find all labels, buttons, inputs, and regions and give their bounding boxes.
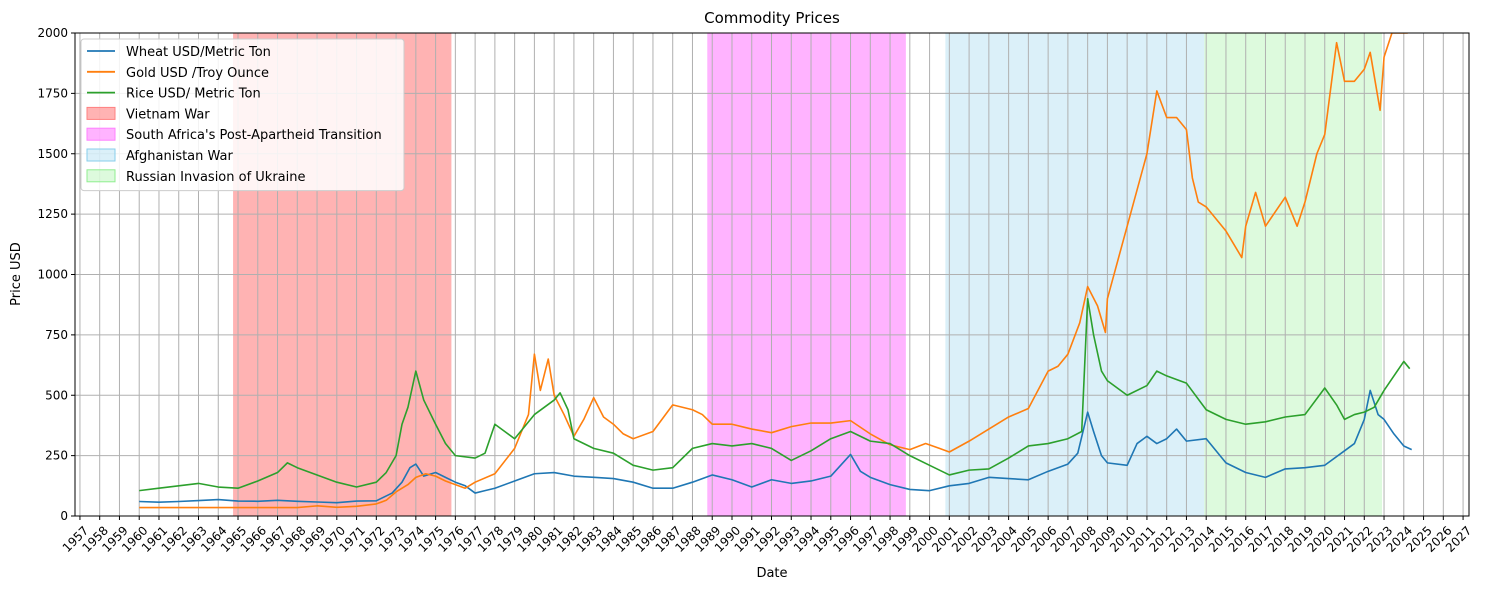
legend-label: Vietnam War bbox=[126, 107, 210, 122]
y-tick-label: 1750 bbox=[37, 86, 68, 100]
legend-box bbox=[80, 38, 405, 192]
y-tick-label: 0 bbox=[60, 509, 68, 523]
legend-label: Wheat USD/Metric Ton bbox=[126, 45, 271, 60]
y-tick-label: 1250 bbox=[37, 207, 68, 221]
y-tick-label: 750 bbox=[45, 328, 68, 342]
chart-title: Commodity Prices bbox=[704, 9, 840, 27]
legend-label: Rice USD/ Metric Ton bbox=[126, 87, 261, 102]
legend-label: South Africa's Post-Apartheid Transition bbox=[126, 128, 382, 143]
ticks-layer: 1957195819591960196119621963196419651966… bbox=[37, 26, 1474, 555]
lines-layer bbox=[139, 33, 1413, 509]
legend: Wheat USD/Metric Ton Gold USD /Troy Ounce… bbox=[80, 38, 405, 192]
y-axis-label: Price USD bbox=[9, 242, 24, 306]
legend-label: Afghanistan War bbox=[126, 149, 234, 164]
series-line-0 bbox=[139, 389, 1413, 504]
y-tick-label: 250 bbox=[45, 449, 68, 463]
series-line-1 bbox=[139, 33, 1408, 509]
series-line-2 bbox=[139, 297, 1411, 492]
y-tick-label: 2000 bbox=[37, 26, 68, 40]
x-axis-label: Date bbox=[756, 566, 787, 581]
y-tick-label: 500 bbox=[45, 388, 68, 402]
legend-label: Gold USD /Troy Ounce bbox=[126, 66, 269, 81]
legend-swatch-patch bbox=[86, 169, 116, 183]
legend-swatch-patch bbox=[86, 148, 116, 162]
y-tick-label: 1000 bbox=[37, 268, 68, 282]
legend-label: Russian Invasion of Ukraine bbox=[126, 170, 306, 185]
y-tick-label: 1500 bbox=[37, 147, 68, 161]
legend-swatch-patch bbox=[86, 106, 116, 120]
legend-swatch-patch bbox=[86, 127, 116, 141]
